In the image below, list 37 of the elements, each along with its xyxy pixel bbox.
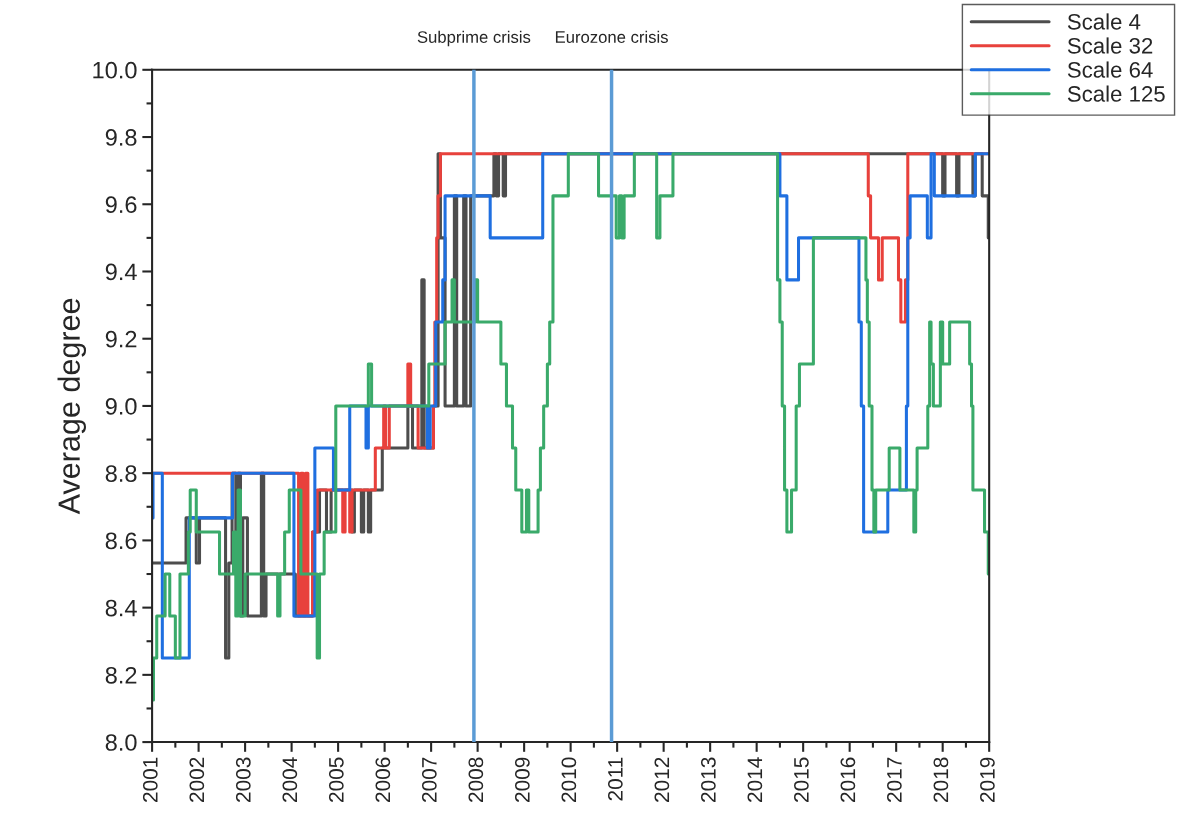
- legend-label: Scale 125: [1067, 85, 1165, 102]
- y-tick-label: 10.0: [93, 61, 137, 79]
- x-tick-label: 2004: [282, 757, 298, 802]
- x-tick-label: 2019: [980, 757, 995, 802]
- x-tick-label: 2006: [375, 757, 391, 802]
- y-tick-label: 9.0: [105, 398, 137, 415]
- y-tick-label: 8.8: [105, 465, 137, 482]
- x-tick-label: 2005: [328, 757, 344, 802]
- x-tick-label: 2007: [421, 757, 437, 802]
- x-tick-label: 2016: [840, 757, 856, 802]
- x-tick-label: 2015: [794, 757, 809, 802]
- x-tick-label: 2011: [607, 757, 623, 801]
- legend-label: Scale 32: [1067, 37, 1153, 54]
- y-axis-title: Average degree: [57, 298, 86, 515]
- ref-line-label: Eurozone crisis: [555, 30, 668, 43]
- y-tick-label: 9.6: [105, 196, 137, 214]
- x-tick-label: 2018: [933, 757, 949, 802]
- x-tick-label: 2014: [747, 757, 763, 802]
- x-tick-label: 2010: [561, 757, 577, 802]
- x-tick-label: 2012: [654, 757, 670, 802]
- x-tick-label: 2013: [700, 757, 716, 802]
- x-tick-label: 2009: [514, 757, 530, 802]
- y-tick-label: 8.2: [105, 666, 137, 684]
- legend-label: Scale 4: [1067, 13, 1141, 30]
- y-tick-label: 8.6: [105, 532, 137, 550]
- x-tick-label: 2001: [142, 757, 158, 802]
- y-tick-label: 8.0: [105, 734, 137, 751]
- y-tick-label: 9.4: [105, 263, 137, 281]
- legend-label: Scale 64: [1067, 61, 1153, 78]
- x-tick-label: 2002: [189, 757, 205, 802]
- y-tick-label: 8.4: [105, 599, 137, 617]
- x-tick-label: 2003: [235, 757, 251, 802]
- ref-line-label: Subprime crisis: [417, 30, 531, 47]
- y-tick-label: 9.2: [105, 330, 137, 348]
- x-tick-label: 2008: [468, 757, 484, 802]
- x-tick-label: 2017: [887, 757, 902, 802]
- y-tick-label: 9.8: [105, 129, 137, 146]
